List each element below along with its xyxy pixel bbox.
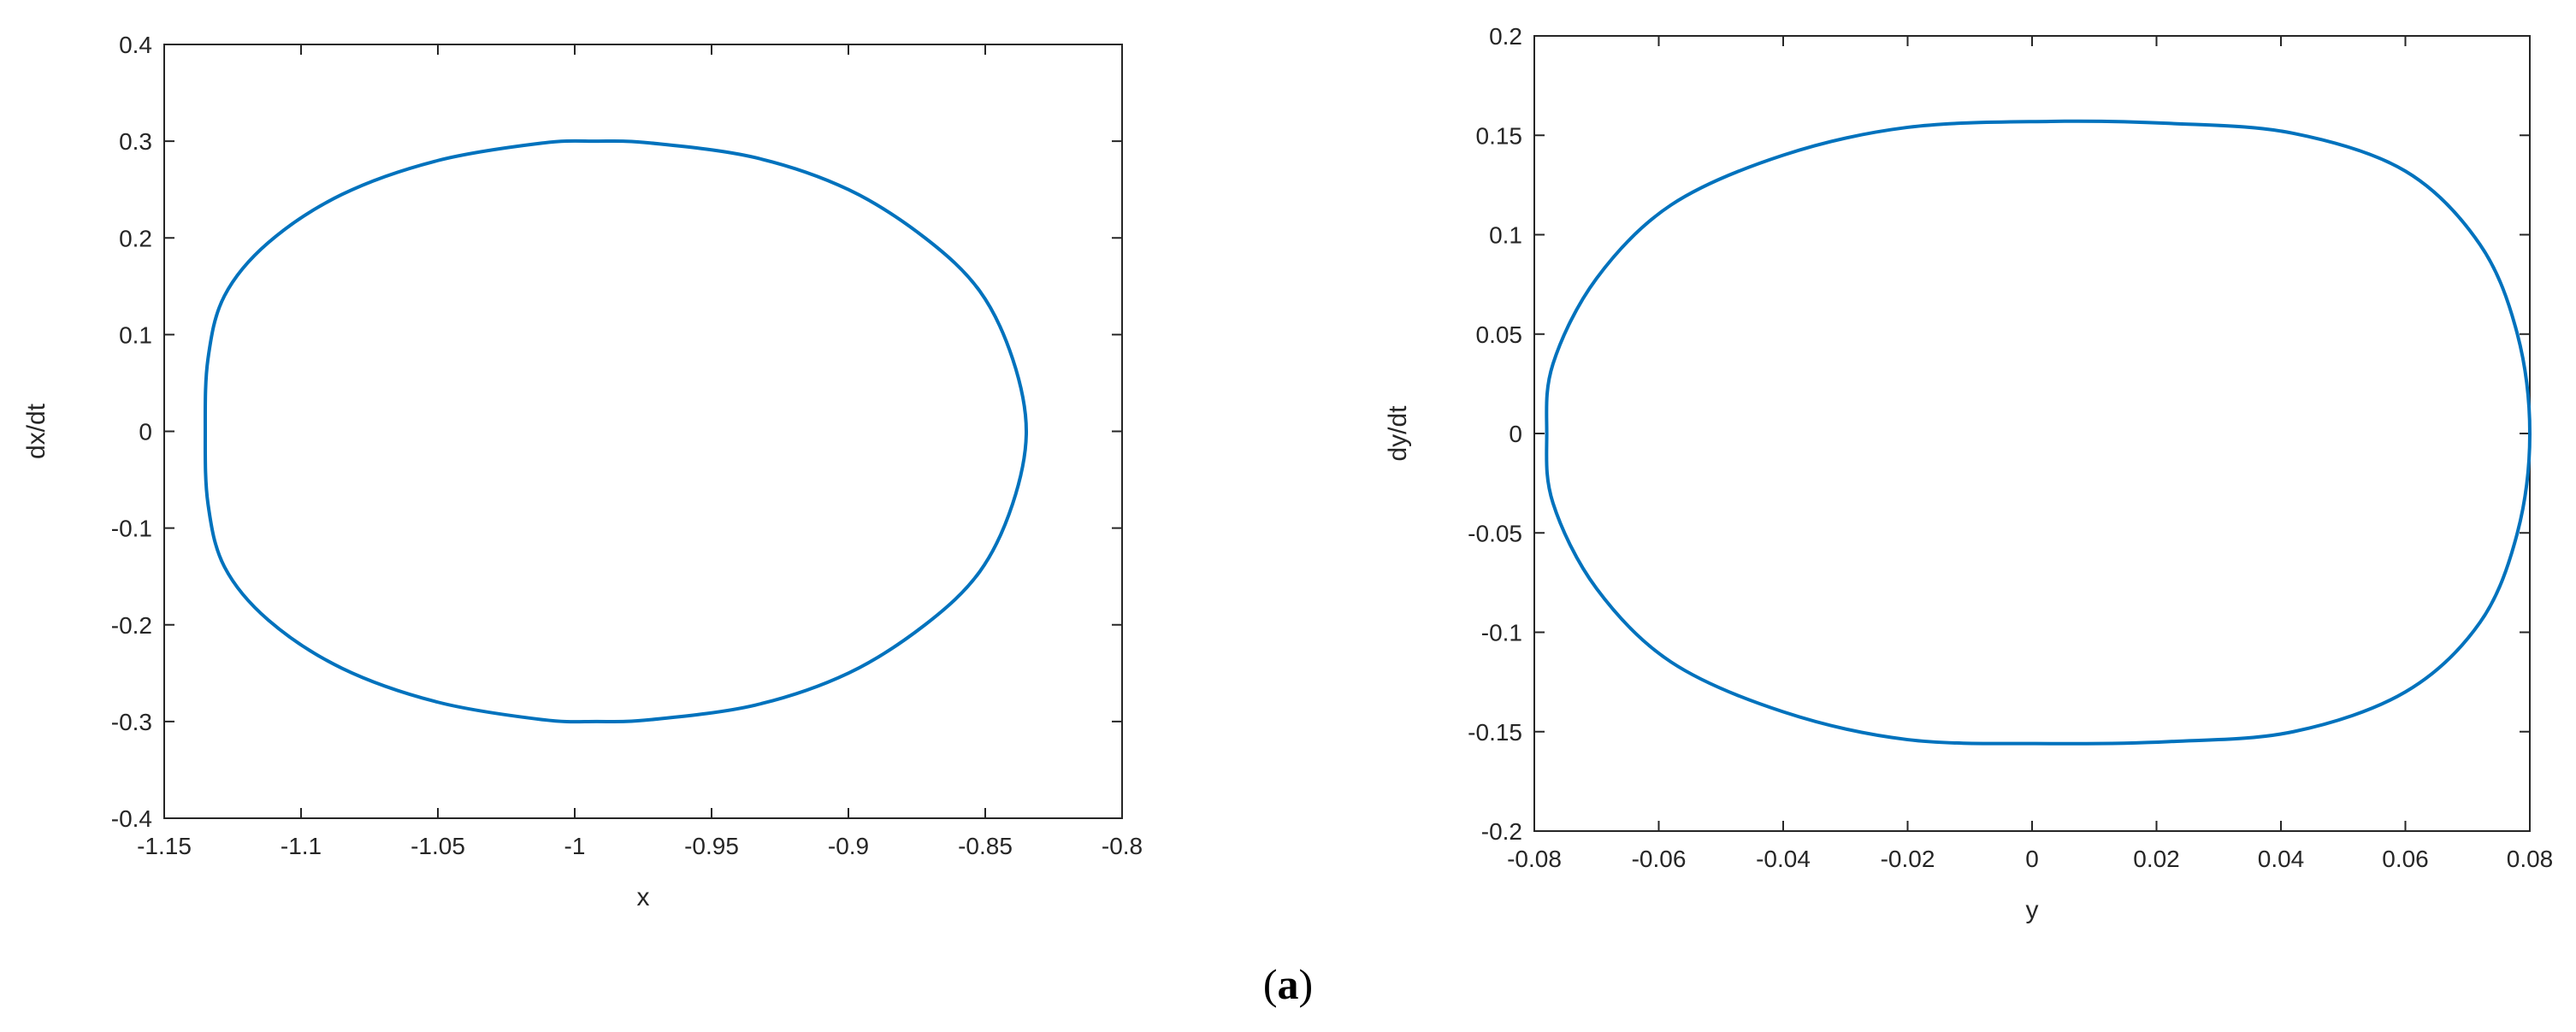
- x-axis-label: x: [637, 883, 650, 911]
- trajectory-line: [203, 139, 1028, 724]
- y-tick-label: -0.3: [111, 709, 152, 735]
- x-tick-label: 0.02: [2133, 846, 2180, 872]
- y-tick-label: -0.15: [1468, 719, 1522, 746]
- y-tick-label: -0.1: [111, 516, 152, 542]
- x-tick-label: -0.9: [828, 833, 869, 859]
- x-tick-label: -0.06: [1632, 846, 1687, 872]
- y-tick-label: -0.05: [1468, 520, 1522, 546]
- y-tick-label: 0.15: [1476, 122, 1523, 149]
- y-tick-label: 0.3: [119, 128, 152, 155]
- x-tick-label: -0.95: [684, 833, 739, 859]
- y-tick-label: 0.2: [1489, 23, 1522, 50]
- x-tick-label: -1.05: [411, 833, 465, 859]
- x-tick-label: -1.1: [281, 833, 322, 859]
- x-tick-label: 0.04: [2258, 846, 2305, 872]
- figure-caption: (a): [1263, 960, 1313, 1008]
- right-phase-portrait: -0.08 -0.06 -0.04 -0.02 0 0.02 0.04 0.06 0.08 0.2…: [1384, 23, 2553, 924]
- plot-area: [163, 44, 1123, 819]
- x-tick-label: -0.08: [1507, 846, 1562, 872]
- y-axis-label: dx/dt: [22, 403, 50, 459]
- y-tick-label: -0.4: [111, 805, 152, 832]
- y-tick-label: 0.1: [1489, 222, 1522, 249]
- x-tick-label: -0.04: [1756, 846, 1811, 872]
- x-tick-label: -0.8: [1102, 833, 1143, 859]
- y-tick-label: -0.1: [1481, 620, 1522, 646]
- y-tick-label: 0.4: [119, 32, 152, 58]
- y-tick-label: -0.2: [1481, 818, 1522, 845]
- x-tick-label: 0.08: [2507, 846, 2554, 872]
- y-tick-label: 0: [1509, 421, 1522, 447]
- y-tick-label: -0.2: [111, 612, 152, 639]
- y-tick-label: 0: [139, 419, 152, 445]
- x-tick-label: 0: [2025, 846, 2039, 872]
- x-tick-label: 0.06: [2382, 846, 2429, 872]
- y-tick-label: 0.1: [119, 321, 152, 348]
- x-tick-label: -0.85: [958, 833, 1013, 859]
- y-tick-label: 0.05: [1476, 321, 1523, 348]
- trajectory-line: [1545, 119, 2532, 746]
- x-tick-label: -1: [564, 833, 586, 859]
- plot-area: [1533, 35, 2531, 832]
- y-tick-label: 0.2: [119, 225, 152, 251]
- x-tick-label: -0.02: [1881, 846, 1935, 872]
- x-axis-label: y: [2026, 896, 2039, 924]
- left-phase-portrait: -1.15 -1.1 -1.05 -1 -0.95 -0.9 -0.85 -0.8 0.4 0.3…: [22, 32, 1143, 911]
- x-tick-label: -1.15: [137, 833, 192, 859]
- y-axis-label: dy/dt: [1384, 405, 1412, 462]
